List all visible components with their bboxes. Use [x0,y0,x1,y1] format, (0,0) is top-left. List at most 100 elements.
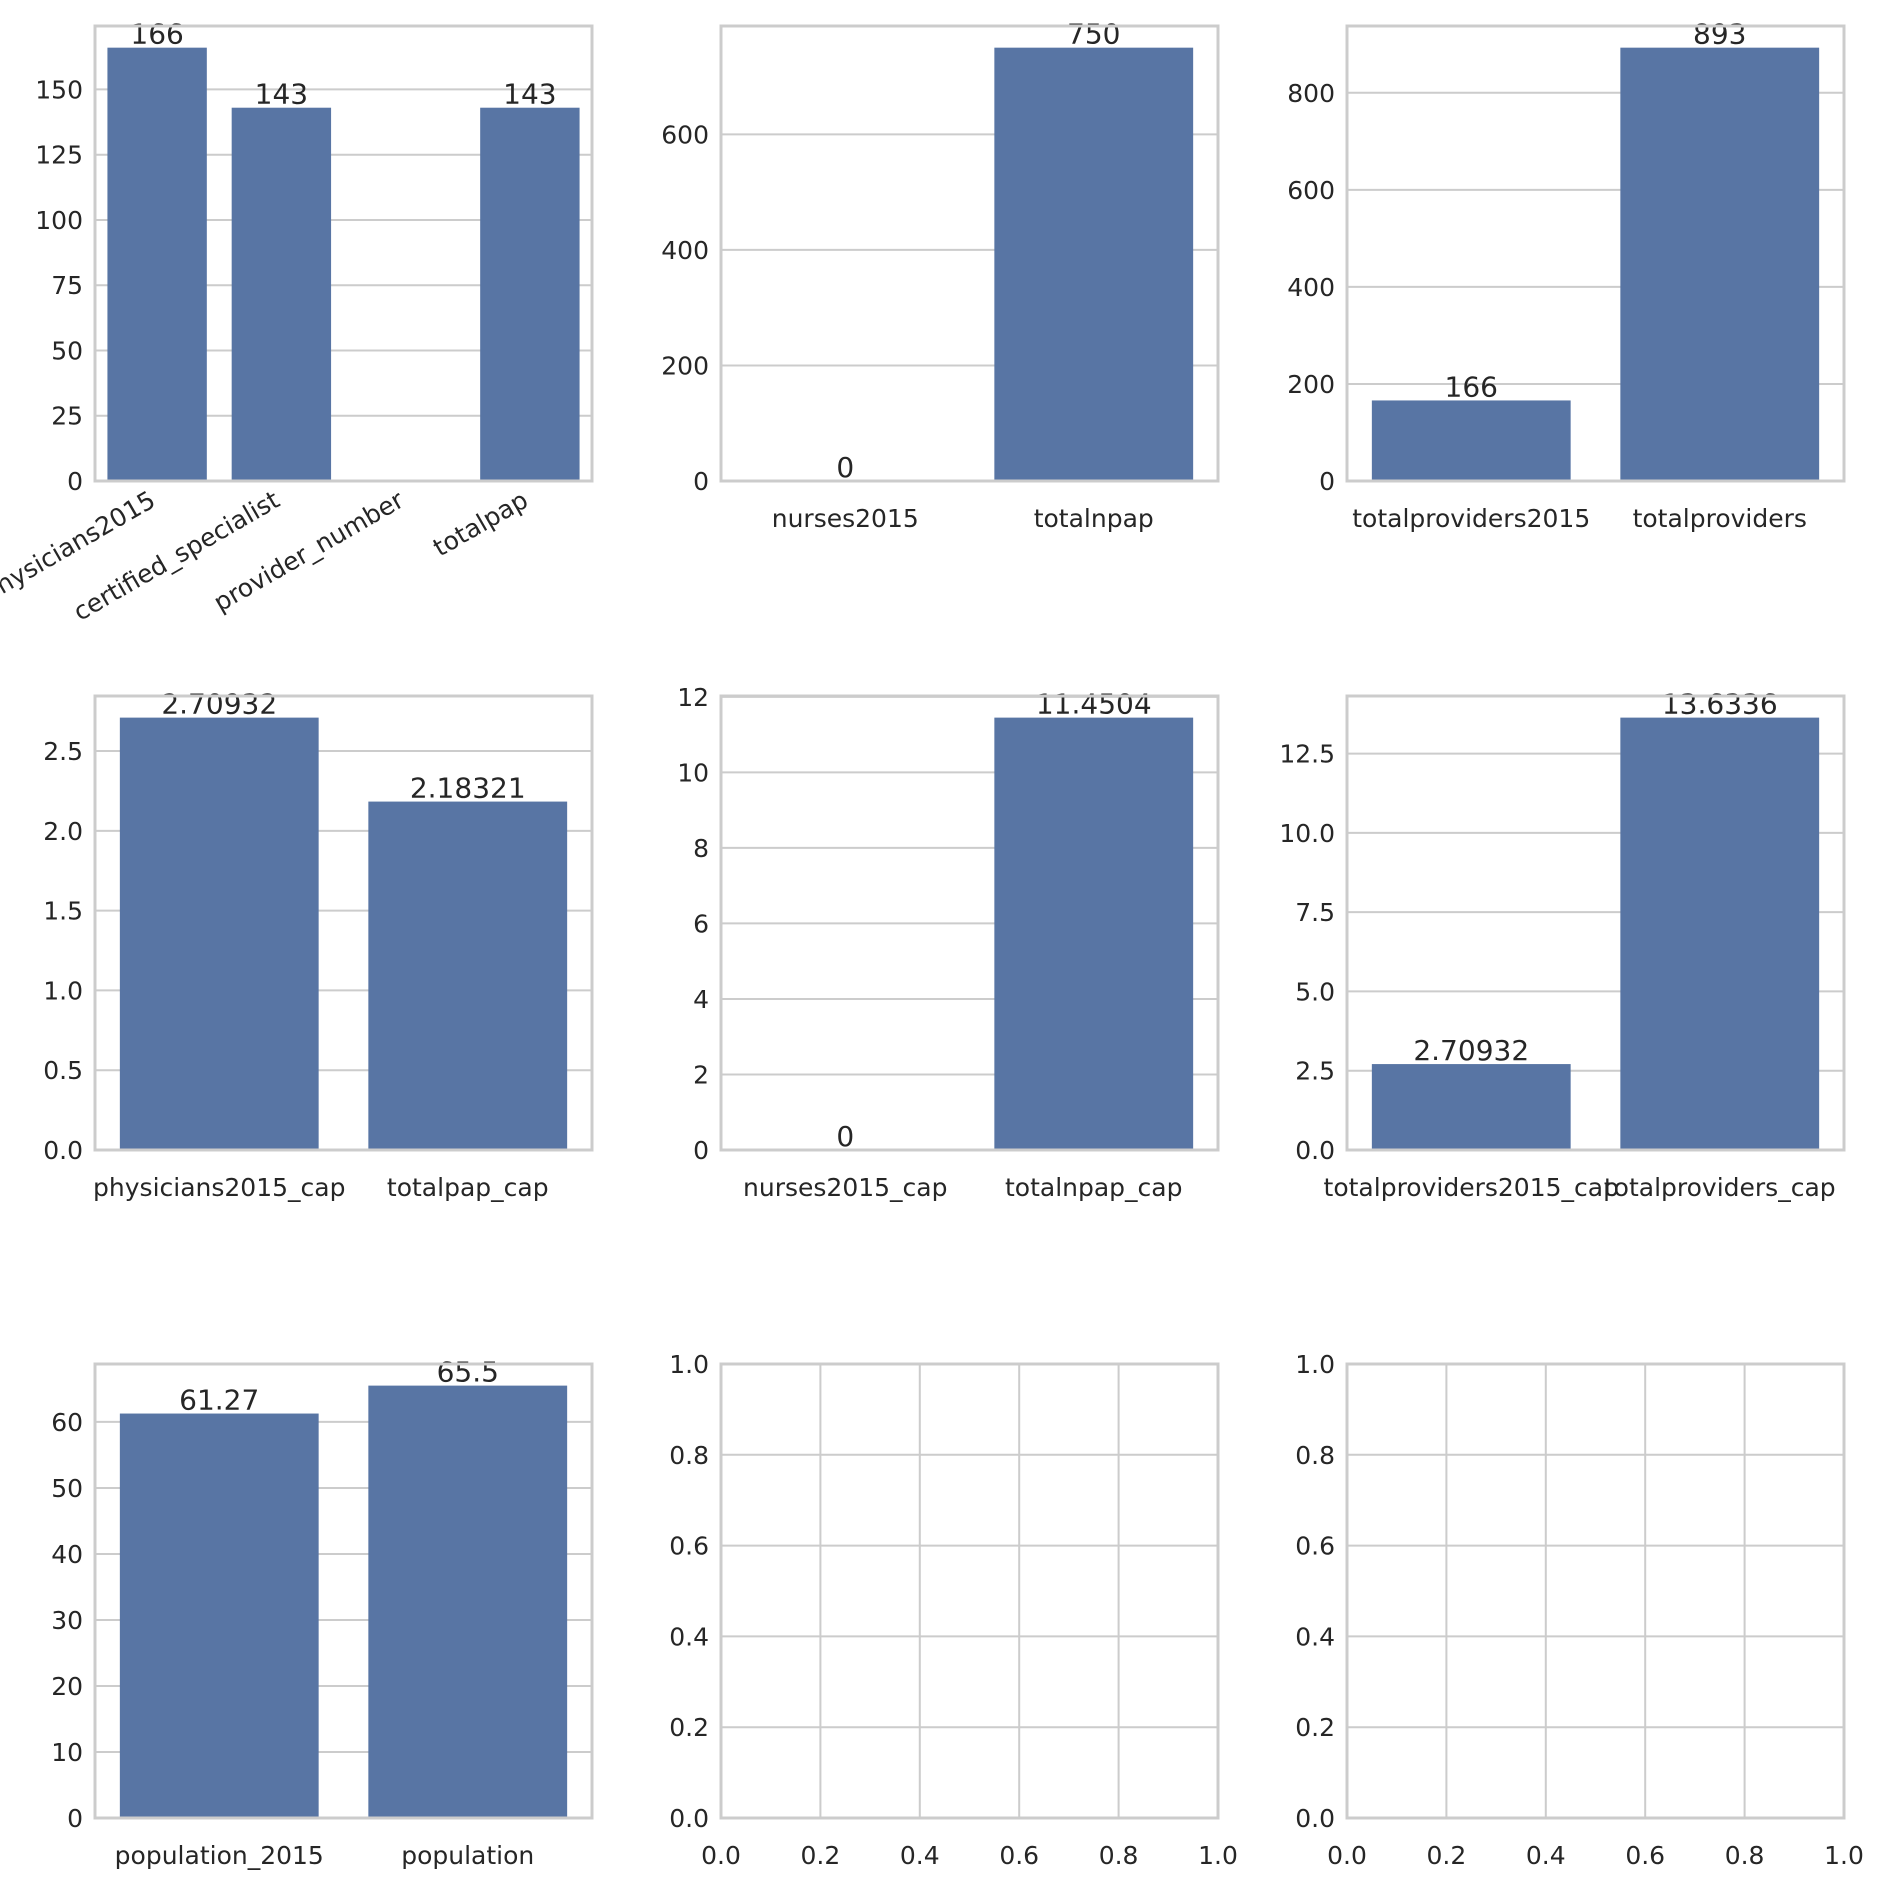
y-tick-label: 4 [693,985,709,1014]
axes-frame [93,1362,594,1820]
axes-frame [1345,24,1846,483]
subplot-8: 0.0 0.2 0.4 0.6 0.8 1.0 0.0 0.2 0.4 0.6 0.8 1.0 [669,1350,1238,1870]
bar-value-label: 166 [130,18,183,51]
bar-value-label: 2.18321 [410,772,526,805]
x-tick-label: totalnpap_cap [1005,1173,1183,1202]
bar-value-label: 65.5 [437,1356,499,1389]
bar-value-label: 0 [836,451,854,484]
y-tick-label: 50 [51,336,83,365]
axes-frame [93,24,594,483]
x-tick-label: totalnpap [1034,504,1154,533]
y-tick-label: 200 [1287,370,1335,399]
y-tick-label: 800 [1287,79,1335,108]
y-tick-label: 0.0 [1295,1136,1335,1165]
bar [1371,1064,1571,1150]
x-tick-label: totalproviders2015 [1352,504,1590,533]
x-tick-label: 0.0 [1327,1841,1367,1870]
bar-value-label: 2.70932 [1413,1034,1529,1067]
subplot-3: 0 200 400 600 800 166 totalproviders2015 893 tot… [1287,18,1846,533]
bar-value-label: 2.70932 [161,688,277,721]
axes-frame [93,694,594,1152]
x-tick-label: totalproviders [1633,504,1807,533]
x-tick-label: population [401,1841,534,1870]
y-tick-label: 40 [51,1540,83,1569]
y-tick-label: 0.8 [669,1441,709,1470]
x-tick-label: 0.6 [999,1841,1039,1870]
subplot-2: 0 200 400 600 0 nurses2015 750 totalnpap [661,18,1220,533]
y-tick-label: 0.4 [1295,1622,1335,1651]
bar-value-label: 166 [1445,370,1498,403]
bar-value-label: 11.4504 [1036,688,1152,721]
y-tick-label: 60 [51,1408,83,1437]
y-tick-label: 400 [661,236,709,265]
bar-value-label: 143 [255,78,308,111]
x-tick-label: certified_specialist [68,485,284,627]
y-tick-label: 10 [51,1738,83,1767]
x-tick-label: totalpap_cap [387,1173,549,1202]
subplot-1: 0255075100125150166physicians2015143cert… [0,18,594,627]
y-tick-label: 600 [1287,176,1335,205]
y-tick-label: 0.4 [669,1622,709,1651]
x-tick-label: totalproviders2015_cap [1324,1173,1619,1202]
x-tick-label: 0.4 [900,1841,940,1870]
y-tick-label: 6 [693,909,709,938]
bar [994,717,1194,1150]
y-tick-label: 0.0 [1295,1804,1335,1833]
y-tick-label: 5.0 [1295,977,1335,1006]
y-tick-label: 0 [693,467,709,496]
bar [119,1413,319,1818]
y-tick-label: 0.0 [669,1804,709,1833]
y-tick-label: 7.5 [1295,898,1335,927]
y-tick-label: 200 [661,351,709,380]
y-tick-label: 100 [35,206,83,235]
y-tick-label: 8 [693,834,709,863]
y-tick-label: 0.6 [1295,1532,1335,1561]
bar [231,107,332,482]
x-tick-label: 0.6 [1625,1841,1665,1870]
x-tick-label: 0.4 [1526,1841,1566,1870]
x-tick-label: 0.2 [1427,1841,1467,1870]
y-tick-label: 0 [67,1804,83,1833]
bar [1620,717,1820,1150]
y-tick-label: 2.0 [43,817,83,846]
y-tick-label: 600 [661,120,709,149]
x-tick-label: totalpap [428,485,533,562]
subplot-9: 0.0 0.2 0.4 0.6 0.8 1.0 0.0 0.2 0.4 0.6 0.8 1.0 [1295,1350,1864,1870]
x-tick-label: 0.8 [1725,1841,1765,1870]
y-tick-label: 25 [51,402,83,431]
y-tick-label: 125 [35,141,83,170]
y-tick-label: 0.5 [43,1056,83,1085]
x-tick-label: population_2015 [115,1841,324,1870]
x-tick-label: totalproviders_cap [1604,1173,1836,1202]
subplot-4: 0.0 0.5 1.0 1.5 2.0 2.5 2.70932 physicians2015_… [43,688,594,1202]
y-tick-label: 0.2 [1295,1713,1335,1742]
y-tick-label: 50 [51,1474,83,1503]
bar [107,47,207,482]
y-tick-label: 12 [677,683,709,712]
y-tick-label: 30 [51,1606,83,1635]
bar [994,47,1194,482]
axes-frame [719,1362,1220,1820]
bar [368,801,568,1150]
bar-value-label: 750 [1067,18,1120,51]
y-tick-label: 1.5 [43,897,83,926]
subplot-7: 0 10 20 30 40 50 60 61.27 population_2015 65.5 pop… [51,1356,594,1870]
y-tick-label: 0.0 [43,1136,83,1165]
y-tick-label: 0 [67,467,83,496]
y-tick-label: 75 [51,271,83,300]
y-tick-label: 10 [677,758,709,787]
bar-value-label: 13.6336 [1662,688,1778,721]
axes-frame [1345,1362,1846,1820]
y-tick-label: 0 [693,1136,709,1165]
y-tick-label: 2.5 [1295,1057,1335,1086]
y-tick-label: 150 [35,75,83,104]
y-tick-label: 20 [51,1672,83,1701]
bar [1620,47,1820,482]
axes-frame [719,694,1220,1152]
bar [368,1385,568,1818]
x-tick-label: nurses2015 [772,504,919,533]
y-tick-label: 2.5 [43,737,83,766]
y-tick-label: 0 [1319,467,1335,496]
y-tick-label: 1.0 [1295,1350,1335,1379]
